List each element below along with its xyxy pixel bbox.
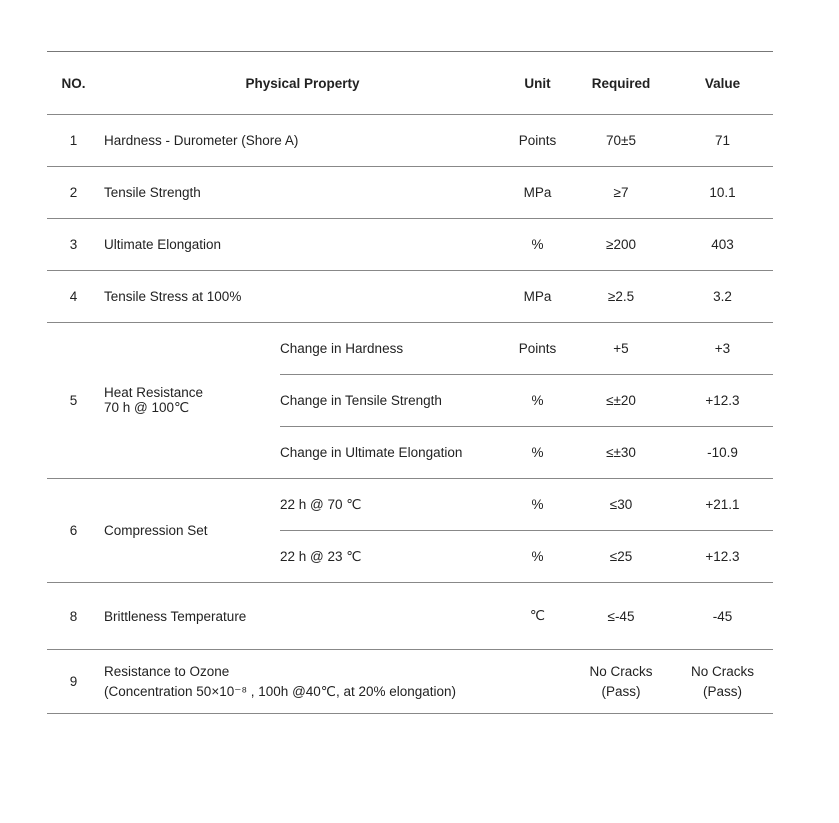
row-value: +21.1 [672,478,773,531]
row-no: 1 [47,114,100,167]
sub-label: Change in Tensile Strength [280,374,505,427]
row-value: -45 [672,582,773,650]
row-value: No Cracks (Pass) [672,649,773,714]
value-line1: No Cracks [690,663,754,679]
row-unit: % [505,530,570,583]
row-property: Brittleness Temperature [100,582,505,650]
table-row: 3 Ultimate Elongation % ≥200 403 [47,218,773,271]
header-no: NO. [47,51,100,115]
row-property: Resistance to Ozone (Concentration 50×10⁻… [100,649,505,714]
row-property: Compression Set [100,478,280,583]
row-value: 403 [672,218,773,271]
table-subrow: Change in Tensile Strength % ≤±20 +12.3 [47,374,773,427]
row-property: Hardness - Durometer (Shore A) [100,114,505,167]
value-line2: (Pass) [702,683,742,699]
row-required: ≤-45 [570,582,672,650]
row-value: +12.3 [672,530,773,583]
table-subrow: 22 h @ 23 ℃ % ≤25 +12.3 [47,530,773,583]
header-unit: Unit [505,51,570,115]
table-row: 2 Tensile Strength MPa ≥7 10.1 [47,166,773,219]
property-line2: (Concentration 50×10⁻⁸ , 100h @40℃, at 2… [104,683,457,699]
row-required: ≥7 [570,166,672,219]
sub-label: 22 h @ 23 ℃ [280,530,505,583]
required-line2: (Pass) [601,683,641,699]
row-value: 3.2 [672,270,773,323]
row-value: 71 [672,114,773,167]
row-unit: MPa [505,270,570,323]
row-no: 2 [47,166,100,219]
header-required: Required [570,51,672,115]
sub-label: Change in Ultimate Elongation [280,426,505,479]
header-value: Value [672,51,773,115]
row-no: 9 [47,649,100,714]
row-required: ≤25 [570,530,672,583]
row-no: 3 [47,218,100,271]
row-value: 10.1 [672,166,773,219]
required-line1: No Cracks [589,663,653,679]
row-no: 4 [47,270,100,323]
row-required: ≥2.5 [570,270,672,323]
row-value: -10.9 [672,426,773,479]
row-unit [505,649,570,714]
table-row: 4 Tensile Stress at 100% MPa ≥2.5 3.2 [47,270,773,323]
row-required: ≥200 [570,218,672,271]
table-row: 9 Resistance to Ozone (Concentration 50×1… [47,649,773,714]
row-required: ≤30 [570,478,672,531]
sub-label: Change in Hardness [280,322,505,375]
row-property: Tensile Stress at 100% [100,270,505,323]
row-required: ≤±20 [570,374,672,427]
header-row: NO. Physical Property Unit Required Valu… [47,51,773,115]
row-unit: Points [505,322,570,375]
row-unit: Points [505,114,570,167]
table-row: 1 Hardness - Durometer (Shore A) Points … [47,114,773,167]
row-unit: % [505,478,570,531]
table-row: 8 Brittleness Temperature ℃ ≤-45 -45 [47,582,773,650]
row-property: Tensile Strength [100,166,505,219]
sub-label: 22 h @ 70 ℃ [280,478,505,531]
row-no: 8 [47,582,100,650]
table-row: 6 Compression Set 22 h @ 70 ℃ % ≤30 +21.… [47,478,773,583]
row-required: ≤±30 [570,426,672,479]
row-property: Ultimate Elongation [100,218,505,271]
row-unit: % [505,426,570,479]
row-no: 5 [47,322,100,479]
row-value: +3 [672,322,773,375]
property-line1: Heat Resistance [104,385,204,400]
row-property: Heat Resistance 70 h @ 100℃ [100,322,280,479]
row-required: 70±5 [570,114,672,167]
table-row: 5 Heat Resistance 70 h @ 100℃ Change in H… [47,322,773,479]
table-subrow: Change in Ultimate Elongation % ≤±30 -10… [47,426,773,479]
property-line1: Resistance to Ozone [104,663,230,679]
row-required: +5 [570,322,672,375]
row-value: +12.3 [672,374,773,427]
row-unit: MPa [505,166,570,219]
property-line2: 70 h @ 100℃ [104,400,190,415]
row-unit: % [505,374,570,427]
row-required: No Cracks (Pass) [570,649,672,714]
header-property: Physical Property [100,51,505,115]
row-unit: ℃ [505,582,570,650]
row-unit: % [505,218,570,271]
row-no: 6 [47,478,100,583]
properties-table: NO. Physical Property Unit Required Valu… [47,51,773,714]
